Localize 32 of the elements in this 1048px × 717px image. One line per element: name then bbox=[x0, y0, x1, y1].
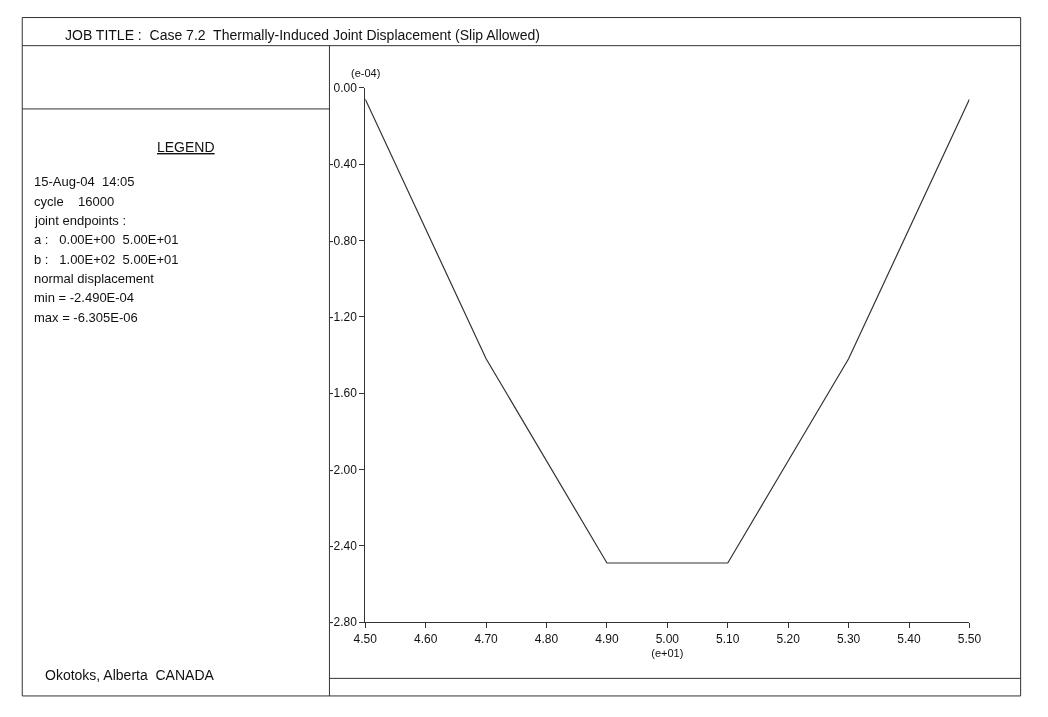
x-tick-label: 4.50 bbox=[353, 631, 378, 646]
x-tick-label: 4.90 bbox=[595, 631, 619, 646]
x-tick-label: 5.50 bbox=[957, 631, 982, 646]
text: b : 1.00E+02 5.00E+01 bbox=[34, 252, 179, 267]
text: normal displacement bbox=[34, 271, 155, 286]
y-tick-label: -2.00 bbox=[329, 462, 358, 477]
x-tick-label: 5.20 bbox=[776, 631, 801, 646]
text: 15-Aug-04 14:05 bbox=[34, 174, 135, 189]
text: a : 0.00E+00 5.00E+01 bbox=[34, 232, 179, 247]
x-tick-label: 4.80 bbox=[534, 631, 559, 646]
y-tick-label: 0.00 bbox=[333, 81, 358, 96]
text: joint endpoints : bbox=[34, 213, 127, 228]
x-tick-label: 5.10 bbox=[716, 631, 740, 646]
y-tick-label: -0.80 bbox=[329, 233, 358, 248]
y-tick-label: -1.20 bbox=[329, 310, 358, 325]
text: max = -6.305E-06 bbox=[34, 310, 138, 325]
x-axis-title: (e+01) bbox=[651, 646, 684, 659]
y-tick-label: -0.40 bbox=[329, 157, 358, 172]
text: LEGEND bbox=[157, 139, 215, 155]
y-axis-title: (e-04) bbox=[351, 67, 381, 79]
y-tick-label: -2.40 bbox=[329, 538, 358, 553]
x-tick-label: 5.00 bbox=[655, 631, 680, 646]
text: Okotoks, Alberta CANADA bbox=[45, 667, 215, 683]
x-tick-label: 5.40 bbox=[897, 631, 922, 646]
y-tick-label: -2.80 bbox=[329, 615, 358, 630]
x-tick-label: 4.70 bbox=[474, 631, 499, 646]
x-tick-label: 5.30 bbox=[836, 631, 861, 646]
text: cycle 16000 bbox=[34, 194, 115, 209]
text: min = -2.490E-04 bbox=[34, 290, 135, 305]
y-tick-label: -1.60 bbox=[329, 386, 358, 401]
chart-title: JOB TITLE : Case 7.2 Thermally-Induced Joint Displacement (Slip Allowed) bbox=[65, 27, 540, 43]
x-tick-label: 4.60 bbox=[414, 631, 438, 646]
